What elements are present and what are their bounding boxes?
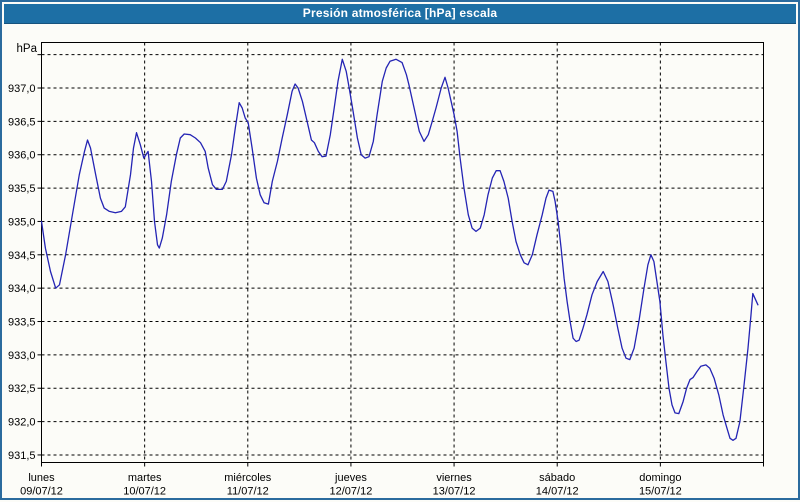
y-tick-label: 932,0 [8, 417, 36, 429]
y-tick-label: 931,5 [8, 450, 36, 462]
x-day-name-label: viernes [436, 472, 472, 484]
x-day-name-label: domingo [639, 472, 681, 484]
chart-title-bar: Presión atmosférica [hPa] escala [4, 4, 796, 24]
x-day-name-label: lunes [28, 472, 55, 484]
x-day-date-label: 10/07/12 [123, 486, 166, 498]
y-axis-unit-label: hPa [17, 43, 38, 55]
x-day-name-label: martes [128, 472, 162, 484]
y-tick-label: 934,0 [8, 283, 36, 295]
x-day-name-label: jueves [334, 472, 367, 484]
x-day-date-label: 09/07/12 [20, 486, 63, 498]
y-tick-label: 934,5 [8, 250, 36, 262]
x-day-date-label: 11/07/12 [227, 486, 269, 498]
x-day-name-label: miércoles [224, 472, 272, 484]
x-day-date-label: 13/07/12 [433, 486, 476, 498]
y-tick-label: 936,0 [8, 150, 36, 162]
y-tick-label: 935,5 [8, 183, 36, 195]
y-tick-label: 937,0 [8, 83, 36, 95]
y-tick-label: 933,5 [8, 317, 36, 329]
x-day-date-label: 14/07/12 [536, 486, 579, 498]
y-tick-label: 936,5 [8, 116, 36, 128]
x-day-name-label: sábado [539, 472, 575, 484]
pressure-series-line [40, 58, 759, 441]
x-day-date-label: 12/07/12 [330, 486, 373, 498]
x-day-date-label: 15/07/12 [639, 486, 682, 498]
chart-title: Presión atmosférica [hPa] escala [302, 6, 498, 20]
y-tick-label: 933,0 [8, 350, 36, 362]
plot-border [41, 42, 764, 463]
y-tick-label: 935,0 [8, 216, 36, 228]
y-tick-label: 932,5 [8, 383, 36, 395]
